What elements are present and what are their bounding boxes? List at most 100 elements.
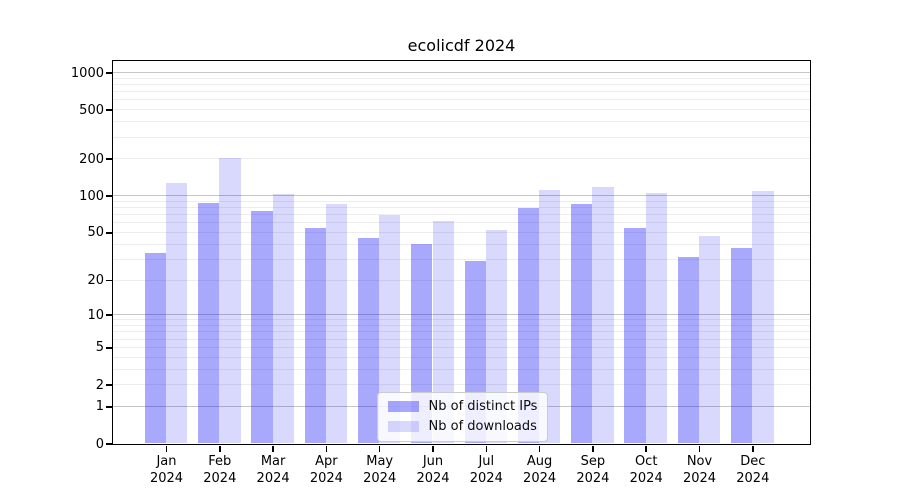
bar-downloads-aug — [539, 190, 561, 444]
x-axis-tick — [485, 445, 488, 452]
y-axis-tick — [106, 347, 112, 349]
legend-label-downloads: Nb of downloads — [428, 419, 537, 434]
minor-gridline — [112, 331, 810, 333]
x-axis-tick-year: 2024 — [629, 471, 663, 486]
y-axis-tick-label: 0 — [95, 436, 104, 452]
x-axis-tick-year: 2024 — [416, 471, 450, 486]
major-gridline — [112, 72, 810, 73]
y-axis-tick — [106, 384, 112, 386]
x-axis-tick-year: 2024 — [736, 471, 770, 486]
x-axis-tick — [325, 445, 328, 452]
bar-downloads-oct — [645, 193, 667, 444]
bar-downloads-jul — [485, 230, 508, 444]
x-axis-tick — [165, 445, 168, 452]
minor-gridline — [112, 258, 810, 260]
y-axis-tick-label: 1000 — [70, 65, 104, 81]
x-axis-tick-label: Mar 2024 — [241, 453, 305, 487]
bar-distinct-ips-aug — [517, 207, 540, 444]
bar-distinct-ips-apr — [304, 228, 326, 444]
bar-distinct-ips-jan — [144, 252, 166, 444]
minor-gridline — [112, 158, 810, 160]
minor-gridline — [112, 346, 810, 348]
y-axis-tick — [106, 109, 112, 111]
y-axis-tick — [106, 279, 112, 282]
y-axis-tick — [106, 406, 112, 408]
y-axis-tick-label: 50 — [87, 225, 104, 241]
minor-gridline — [112, 368, 810, 370]
y-axis-tick — [106, 314, 112, 316]
minor-gridline — [112, 243, 810, 245]
bar-downloads-nov — [699, 235, 721, 444]
bar-downloads-jun — [432, 221, 454, 444]
x-axis-tick-year: 2024 — [469, 471, 503, 486]
y-axis-tick-label: 100 — [79, 188, 104, 204]
minor-gridline — [112, 136, 810, 138]
minor-gridline — [112, 109, 810, 111]
minor-gridline — [112, 325, 810, 326]
x-axis-tick — [378, 445, 381, 452]
y-axis-tick-label: 500 — [79, 102, 104, 118]
minor-gridline — [112, 356, 810, 358]
x-axis-tick-year: 2024 — [256, 471, 290, 486]
minor-gridline — [112, 338, 810, 340]
bar-downloads-jan — [166, 182, 188, 444]
legend-swatch-distinct-ips — [387, 401, 419, 412]
plot-area: Nb of distinct IPs Nb of downloads — [111, 59, 811, 445]
x-axis-tick — [698, 445, 701, 452]
x-axis-tick — [272, 445, 274, 452]
legend-swatch-downloads — [387, 421, 419, 432]
chart-title: ecolicdf 2024 — [407, 36, 516, 55]
minor-gridline — [112, 200, 810, 202]
x-axis-tick-label: May 2024 — [348, 453, 412, 487]
x-axis-tick-year: 2024 — [682, 471, 717, 486]
major-gridline — [112, 195, 810, 197]
y-axis-tick — [106, 443, 112, 445]
x-axis-tick-label: Dec 2024 — [721, 453, 785, 487]
y-axis-tick-label: 5 — [95, 340, 104, 356]
x-axis-tick-year: 2024 — [363, 471, 397, 486]
minor-gridline — [112, 121, 810, 123]
minor-gridline — [112, 222, 810, 224]
minor-gridline — [112, 99, 810, 101]
x-axis-tick-label: Apr 2024 — [294, 453, 358, 487]
minor-gridline — [112, 91, 810, 93]
y-axis-tick-label: 1 — [95, 399, 104, 415]
x-axis-tick — [752, 445, 754, 452]
x-axis-tick — [592, 445, 594, 452]
x-axis-tick — [432, 445, 434, 452]
minor-gridline — [112, 77, 810, 79]
y-axis-tick-label: 20 — [87, 273, 104, 288]
x-axis-tick-year: 2024 — [523, 471, 557, 486]
minor-gridline — [112, 319, 810, 321]
x-axis-tick-label: Sep 2024 — [561, 453, 625, 487]
bar-distinct-ips-nov — [677, 257, 699, 444]
x-axis-tick-year: 2024 — [203, 471, 237, 486]
bar-downloads-may — [379, 214, 401, 444]
y-axis-tick-label: 10 — [87, 307, 104, 323]
minor-gridline — [112, 279, 810, 281]
y-axis-tick — [106, 232, 112, 234]
y-axis-tick-label: 2 — [95, 377, 104, 393]
y-axis-tick-label: 200 — [79, 151, 104, 167]
x-axis-tick-year: 2024 — [576, 471, 610, 486]
major-gridline — [112, 314, 810, 316]
x-axis-tick-label: Feb 2024 — [188, 453, 252, 487]
x-axis-tick-label: Jul 2024 — [454, 453, 518, 487]
legend-label-distinct-ips: Nb of distinct IPs — [428, 399, 538, 414]
minor-gridline — [112, 231, 810, 233]
bar-distinct-ips-mar — [251, 210, 273, 444]
x-axis-tick — [219, 445, 221, 452]
bar-downloads-sep — [592, 187, 614, 444]
bar-distinct-ips-may — [357, 237, 380, 444]
x-axis-tick-year: 2024 — [149, 471, 184, 486]
bar-downloads-mar — [272, 193, 294, 444]
bar-distinct-ips-oct — [624, 228, 646, 444]
bar-distinct-ips-dec — [731, 248, 753, 444]
minor-gridline — [112, 384, 810, 385]
legend: Nb of distinct IPs Nb of downloads — [376, 391, 549, 442]
legend-item-downloads: Nb of downloads — [387, 418, 538, 436]
x-axis-tick-label: Aug 2024 — [508, 453, 572, 487]
bar-downloads-apr — [325, 203, 348, 444]
bar-distinct-ips-sep — [571, 203, 593, 444]
x-axis-tick-year: 2024 — [309, 471, 343, 486]
